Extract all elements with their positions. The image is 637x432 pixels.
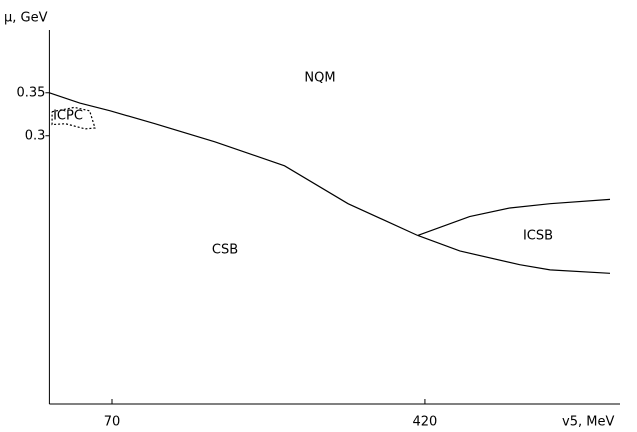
x-tick-label: 420 bbox=[413, 415, 438, 430]
y-axis-label: μ, GeV bbox=[4, 11, 48, 26]
region-label: ICPC bbox=[53, 109, 83, 124]
y-tick-label: 0.35 bbox=[16, 85, 45, 100]
y-tick-label: 0.3 bbox=[25, 128, 46, 143]
boundary-line bbox=[417, 234, 611, 274]
region-label: CSB bbox=[212, 243, 238, 258]
x-axis-label: v5, MeV bbox=[562, 415, 614, 430]
x-tick-label: 70 bbox=[104, 415, 121, 430]
region-label: ICSB bbox=[523, 229, 553, 244]
boundary-line bbox=[49, 92, 419, 237]
region-label: NQM bbox=[304, 71, 335, 86]
boundary-line bbox=[417, 198, 611, 237]
boundary-line bbox=[51, 106, 96, 130]
